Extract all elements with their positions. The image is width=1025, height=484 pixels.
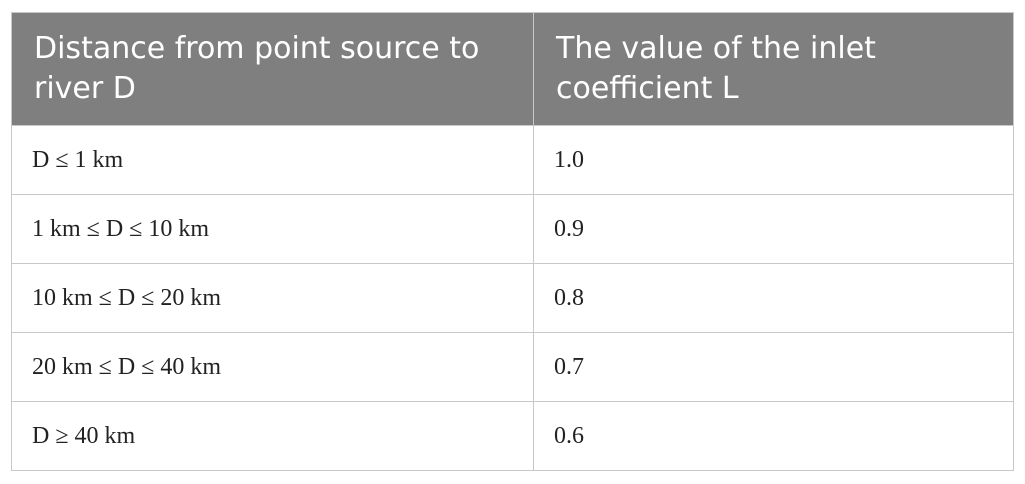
table-row: 20 km ≤ D ≤ 40 km 0.7 [11, 332, 1014, 402]
table-header: Distance from point source to river D Th… [11, 12, 1014, 126]
table-cell: 0.9 [533, 194, 1014, 264]
table-cell: D ≤ 1 km [11, 125, 534, 195]
table-cell: 20 km ≤ D ≤ 40 km [11, 332, 534, 402]
table-row: D ≤ 1 km 1.0 [11, 125, 1014, 195]
table-cell: 0.6 [533, 401, 1014, 471]
header-cell: Distance from point source to river D [11, 12, 534, 126]
table-row: 1 km ≤ D ≤ 10 km 0.9 [11, 194, 1014, 264]
table-cell: 10 km ≤ D ≤ 20 km [11, 263, 534, 333]
table-cell: 1 km ≤ D ≤ 10 km [11, 194, 534, 264]
table-cell: 1.0 [533, 125, 1014, 195]
header-cell: The value of the inlet coefficient L [533, 12, 1014, 126]
table-cell: D ≥ 40 km [11, 401, 534, 471]
table-row: 10 km ≤ D ≤ 20 km 0.8 [11, 263, 1014, 333]
data-table: Distance from point source to river D Th… [11, 12, 1014, 471]
table-row: D ≥ 40 km 0.6 [11, 401, 1014, 471]
header-row: Distance from point source to river D Th… [11, 12, 1014, 126]
table-body: D ≤ 1 km 1.0 1 km ≤ D ≤ 10 km 0.9 10 km ≤ D … [11, 125, 1014, 471]
table-cell: 0.7 [533, 332, 1014, 402]
table-cell: 0.8 [533, 263, 1014, 333]
